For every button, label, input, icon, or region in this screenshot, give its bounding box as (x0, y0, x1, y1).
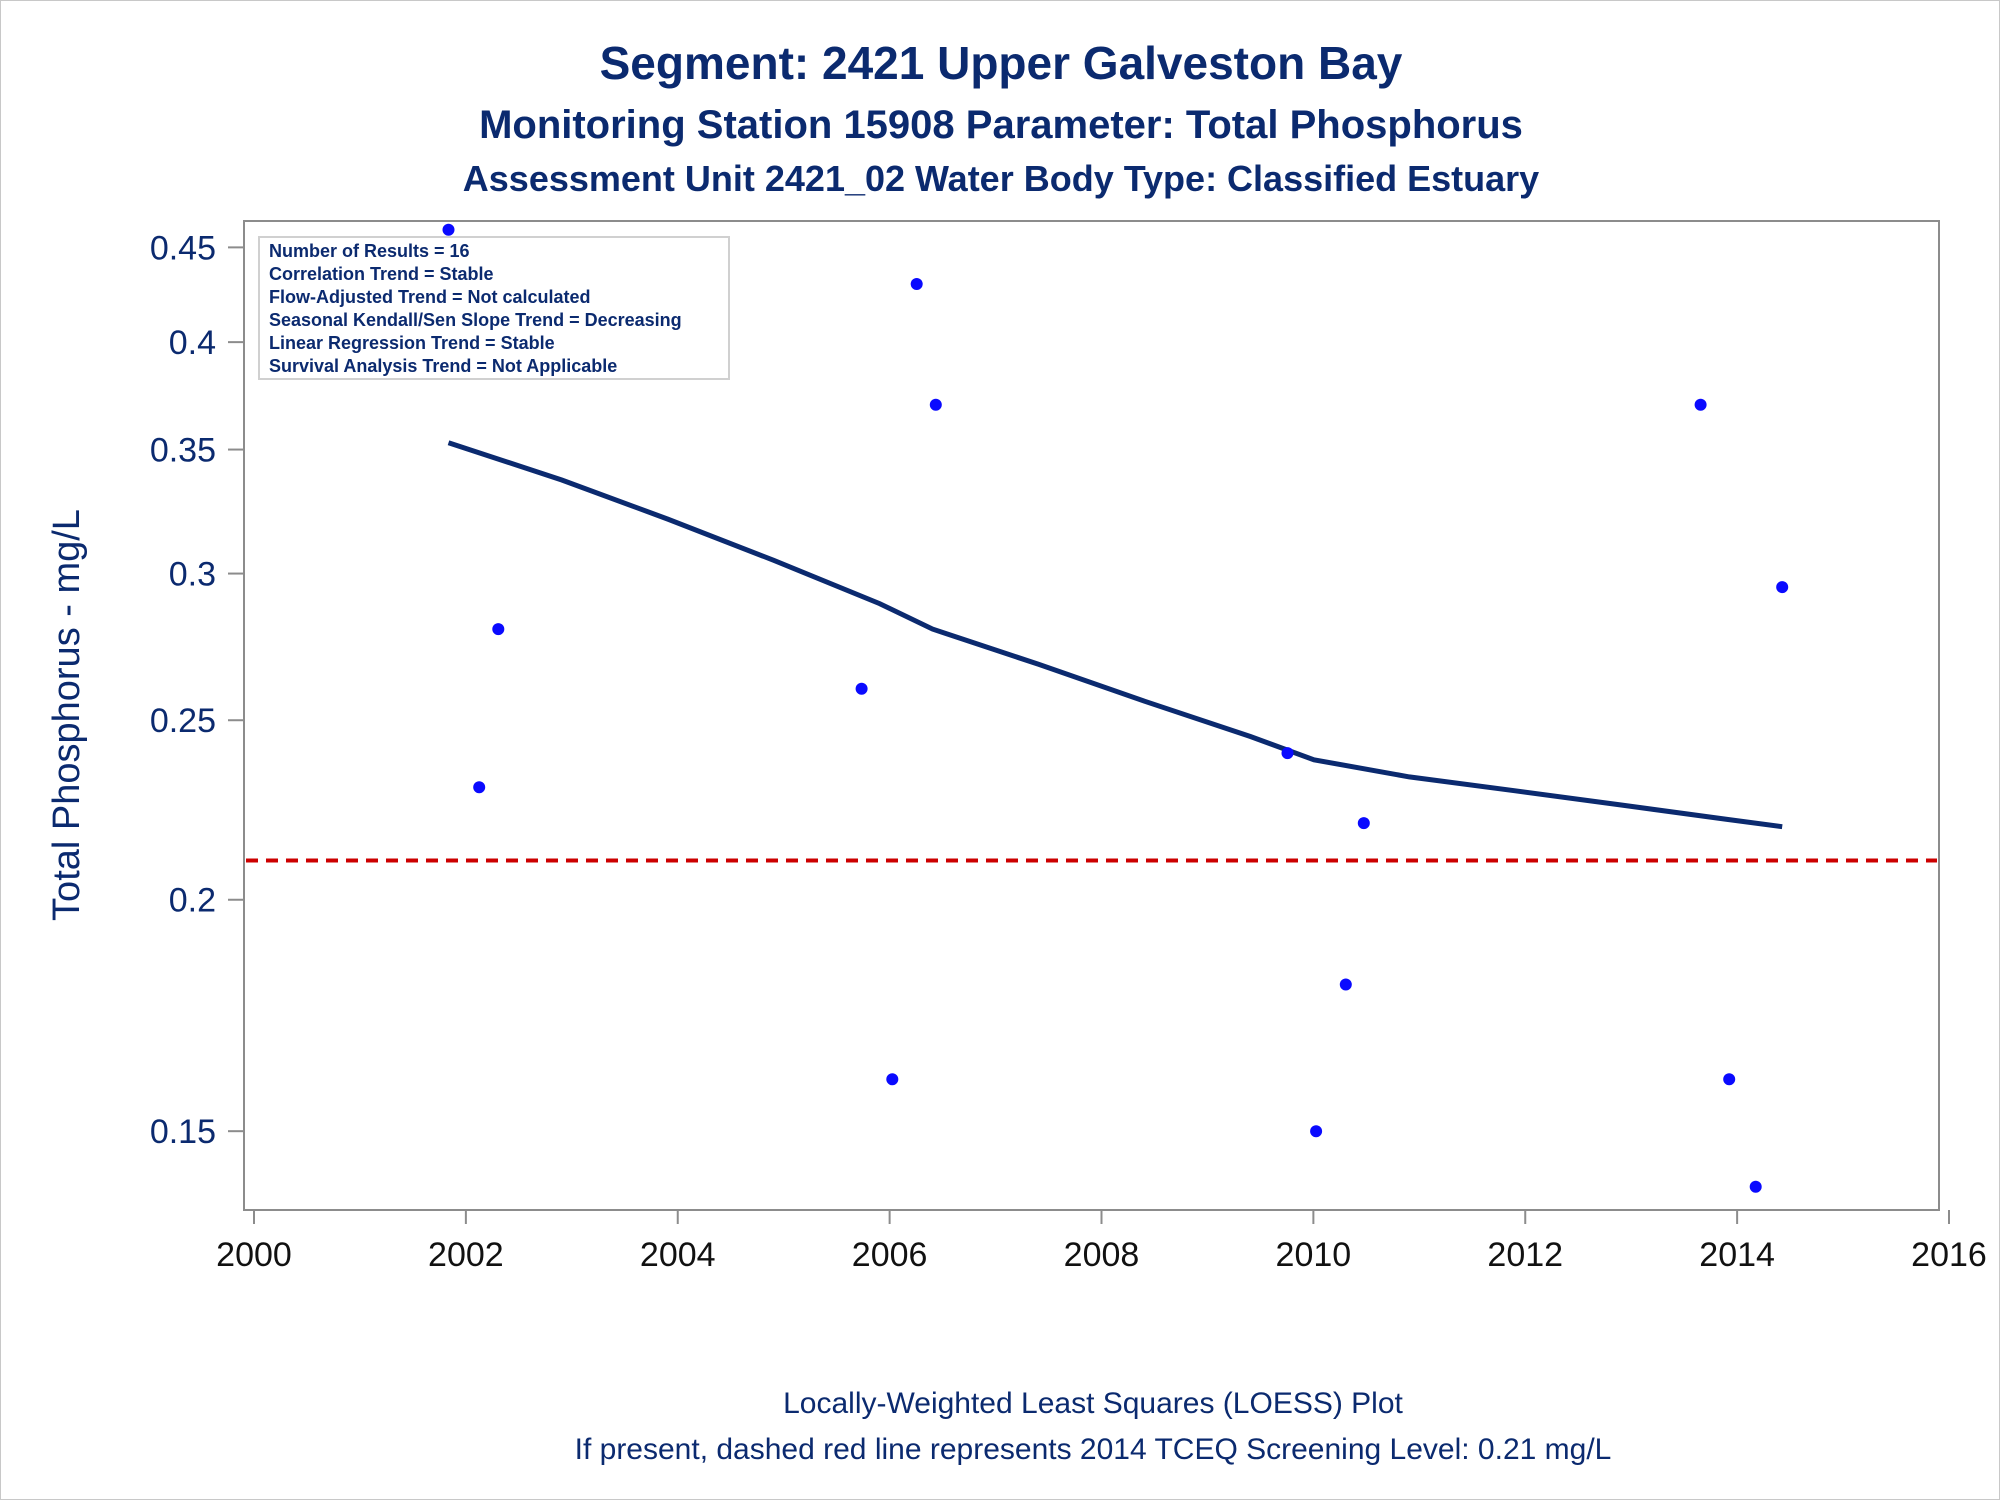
x-tick-label: 2008 (1064, 1236, 1140, 1274)
chart-subtitle-2: Assessment Unit 2421_02 Water Body Type:… (463, 158, 1539, 199)
x-tick-label: 2004 (640, 1236, 716, 1274)
data-point (929, 398, 942, 411)
y-tick-label: 0.3 (169, 556, 216, 594)
data-point (1749, 1180, 1762, 1193)
stats-line: Linear Regression Trend = Stable (269, 333, 555, 353)
data-point (1723, 1073, 1736, 1086)
data-point (1310, 1125, 1323, 1138)
y-tick-label: 0.45 (150, 229, 216, 267)
y-axis: 0.15 0.2 0.25 0.3 0.35 0.4 0.45 (150, 229, 244, 1151)
x-axis: 2000 2002 2004 2006 2008 2010 2012 2014 2016 (216, 1210, 1987, 1274)
y-axis-label: Total Phosphorus - mg/L (46, 509, 88, 921)
y-tick-label: 0.2 (169, 882, 216, 920)
x-tick-label: 2002 (428, 1236, 504, 1274)
x-tick-label: 2012 (1487, 1236, 1563, 1274)
data-point (492, 623, 505, 636)
data-point (1339, 978, 1352, 991)
data-point (1776, 581, 1789, 594)
stats-line: Seasonal Kendall/Sen Slope Trend = Decre… (269, 310, 682, 330)
footnote-1: Locally-Weighted Least Squares (LOESS) P… (783, 1387, 1403, 1420)
x-tick-label: 2014 (1699, 1236, 1775, 1274)
data-point (886, 1073, 899, 1086)
plot-area (243, 220, 1940, 1211)
y-tick-label: 0.4 (169, 324, 216, 362)
y-tick-label: 0.15 (150, 1113, 216, 1151)
data-point (442, 223, 455, 236)
data-point (473, 781, 486, 794)
x-tick-label: 2016 (1911, 1236, 1987, 1274)
stats-line: Correlation Trend = Stable (269, 264, 494, 284)
data-point (855, 682, 868, 695)
x-tick-label: 2000 (216, 1236, 292, 1274)
data-point (1357, 817, 1370, 830)
stats-line: Survival Analysis Trend = Not Applicable (269, 356, 617, 376)
data-point (1694, 398, 1707, 411)
x-tick-label: 2010 (1276, 1236, 1352, 1274)
footnote-2: If present, dashed red line represents 2… (575, 1433, 1612, 1466)
loess-trend-line (447, 440, 1783, 830)
stats-line: Number of Results = 16 (269, 241, 470, 261)
y-tick-label: 0.35 (150, 432, 216, 470)
data-point (1281, 747, 1294, 760)
stats-line: Flow-Adjusted Trend = Not calculated (269, 287, 591, 307)
x-tick-label: 2006 (852, 1236, 928, 1274)
y-tick-label: 0.25 (150, 702, 216, 740)
chart-title: Segment: 2421 Upper Galveston Bay (600, 37, 1403, 89)
data-point (910, 278, 923, 290)
stats-box: Number of Results = 16 Correlation Trend… (258, 236, 730, 380)
chart-subtitle: Monitoring Station 15908 Parameter: Tota… (479, 103, 1523, 147)
